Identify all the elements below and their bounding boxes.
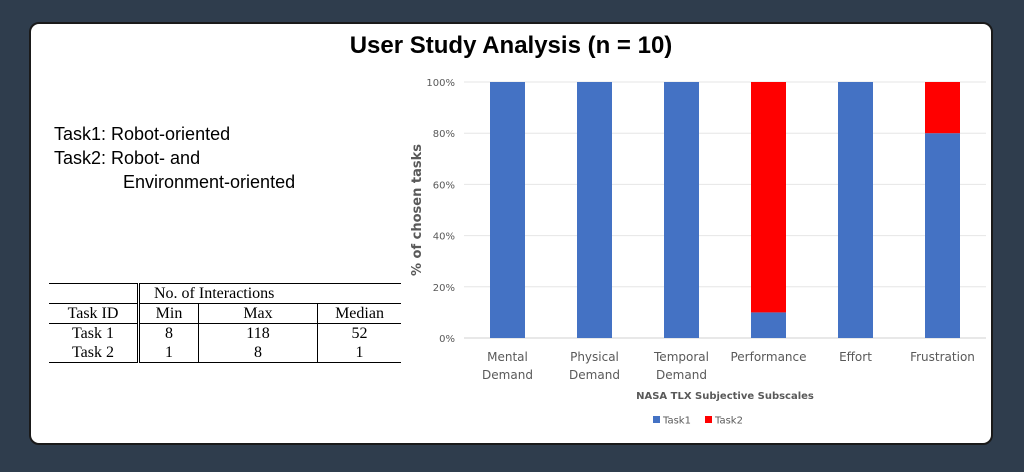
x-axis-label: NASA TLX Subjective Subscales [636, 391, 814, 402]
y-tick-label: 80% [433, 129, 455, 140]
y-tick-label: 60% [433, 180, 455, 191]
table-group-header: No. of Interactions [138, 283, 401, 304]
figure-card: User Study Analysis (n = 10) Task1: Robo… [29, 22, 993, 445]
y-axis-label: % of chosen tasks [410, 144, 425, 276]
table-cell: 52 [317, 323, 401, 343]
table-cell: 8 [198, 343, 318, 363]
bar-task1 [490, 82, 525, 338]
legend-swatch-task1 [653, 416, 660, 423]
table-header-task-id: Task ID [49, 303, 140, 324]
table-header-median: Median [317, 303, 401, 324]
table-header-min: Min [138, 303, 199, 324]
interactions-table: No. of Interactions Task ID Min Max Medi… [49, 283, 401, 363]
bar-task1 [838, 82, 873, 338]
task-description: Task1: Robot-oriented Task2: Robot- and … [54, 122, 295, 194]
table-row: Task 2 1 8 1 [49, 343, 401, 363]
stacked-bar-chart: 0% 20% 40% 60% 80% 100% Mental Demand Physical De… [410, 78, 986, 427]
bar-task1 [925, 133, 960, 338]
task1-description: Task1: Robot-oriented [54, 124, 231, 144]
table-cell: 1 [138, 343, 199, 363]
table-row: Task 1 8 118 52 [49, 323, 401, 343]
bar-task2 [925, 82, 960, 134]
y-tick-label: 100% [426, 78, 455, 89]
bar-task1 [751, 312, 786, 338]
table-cell: Task 2 [49, 343, 140, 363]
table-cell: 1 [317, 343, 401, 363]
figure-title: User Study Analysis (n = 10) [349, 32, 673, 59]
x-tick-label: Temporal Demand [653, 350, 709, 382]
x-tick-label: Mental Demand [482, 350, 533, 382]
y-tick-label: 40% [433, 232, 455, 243]
y-tick-label: 0% [439, 334, 455, 345]
table-empty-cell [49, 283, 140, 304]
y-tick-label: 20% [433, 283, 455, 294]
table-cell: 8 [165, 325, 173, 342]
bar-task2 [751, 82, 786, 313]
x-tick-label: Performance [730, 350, 806, 364]
task2-description: Task2: Robot- and [54, 148, 201, 168]
table-cell: Task 1 [49, 323, 140, 343]
bar-task1 [664, 82, 699, 338]
bar-task1 [577, 82, 612, 338]
legend-label-task2: Task2 [714, 416, 743, 427]
table-cell: 118 [198, 323, 318, 343]
table-group-header-row: No. of Interactions [49, 283, 401, 304]
legend-swatch-task2 [705, 416, 712, 423]
x-tick-label: Effort [839, 350, 872, 364]
x-tick-label: Frustration [910, 350, 975, 364]
table-header-row: Task ID Min Max Median [49, 303, 401, 324]
task2-description-cont: Environment-oriented [123, 172, 296, 192]
legend-label-task1: Task1 [662, 416, 691, 427]
table-header-max: Max [198, 303, 318, 324]
x-tick-label: Physical Demand [569, 350, 620, 382]
